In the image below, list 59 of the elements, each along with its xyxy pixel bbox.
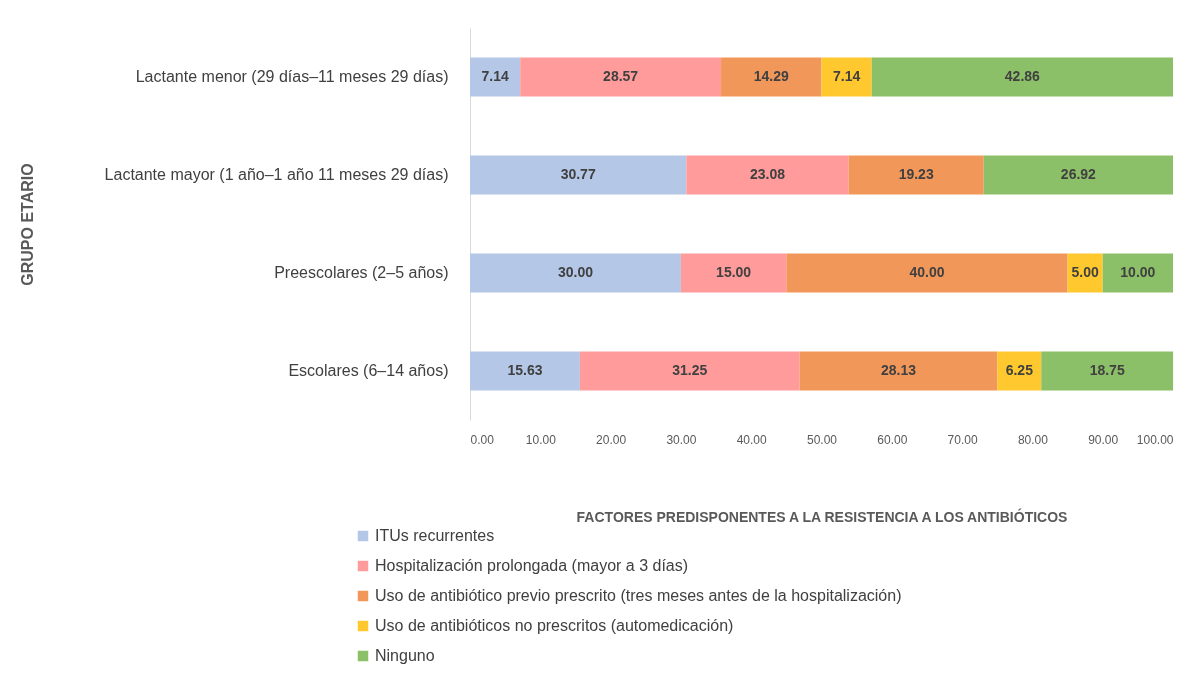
data-label: 23.08 [749,166,786,182]
legend-label: ITUs recurrentes [375,527,495,544]
y-tick-label: Lactante mayor (1 año–1 año 11 meses 29 días) [104,166,449,183]
bar [721,57,822,97]
data-label: 10.00 [1120,264,1156,280]
legend-label: Hospitalización prolongada (mayor a 3 días) [375,557,689,574]
x-tick-label: 90.00 [1088,432,1119,447]
data-label: 28.57 [603,68,639,84]
legend-label: Ninguno [375,647,435,664]
data-label: 30.00 [557,264,594,280]
data-label: 42.86 [1004,68,1041,84]
legend-label: Uso de antibiótico previo prescrito (tres meses antes de la hospitalización) [375,587,902,604]
bar [1041,351,1174,391]
data-label: 19.23 [898,166,934,182]
data-label: 40.00 [909,264,945,280]
x-tick-label: 60.00 [877,432,908,447]
bar [821,57,872,97]
x-tick-label: 10.00 [525,432,557,447]
bar [799,351,998,391]
bar [1102,253,1173,293]
data-label: 26.92 [1060,166,1097,182]
x-tick-label: 0.00 [470,432,495,447]
data-label: 18.75 [1089,362,1125,378]
bar [470,253,681,293]
bar [680,253,787,293]
data-label: 30.77 [560,166,596,182]
bar [786,253,1068,293]
data-label: 28.13 [880,362,917,378]
bar [997,351,1042,391]
bar [871,57,1173,97]
x-tick-label: 80.00 [1017,432,1049,447]
data-label: 5.00 [1071,264,1099,280]
data-label: 15.00 [716,264,752,280]
x-tick-label: 50.00 [806,432,838,447]
bar [983,155,1173,195]
bar [470,351,580,391]
bar [470,57,521,97]
data-label: 7.14 [481,68,509,84]
x-tick-label: 40.00 [736,432,768,447]
bar [470,155,687,195]
x-tick-label: 70.00 [947,432,978,447]
data-label: 14.29 [753,68,789,84]
y-tick-label: Lactante menor (29 días–11 meses 29 días) [135,68,449,85]
data-label: 6.25 [1005,362,1034,378]
data-label: 15.63 [507,362,543,378]
x-tick-label: 30.00 [666,432,697,447]
data-label: 7.14 [832,68,861,84]
x-tick-label: 100.00 [1136,432,1174,447]
bar [579,351,800,391]
y-axis-title: GRUPO ETARIO [18,163,36,286]
bar [520,57,722,97]
y-tick-label: Escolares (6–14 años) [288,362,449,379]
x-tick-label: 20.00 [596,432,627,447]
bar [686,155,849,195]
data-label: 31.25 [672,362,708,378]
y-tick-label: Preescolares (2–5 años) [274,264,449,281]
x-axis-title: FACTORES PREDISPONENTES A LA RESISTENCIA A LOS ANTIBIÓTICOS [576,507,1068,525]
legend-label: Uso de antibióticos no prescritos (automedicación) [375,617,734,634]
bar [848,155,984,195]
